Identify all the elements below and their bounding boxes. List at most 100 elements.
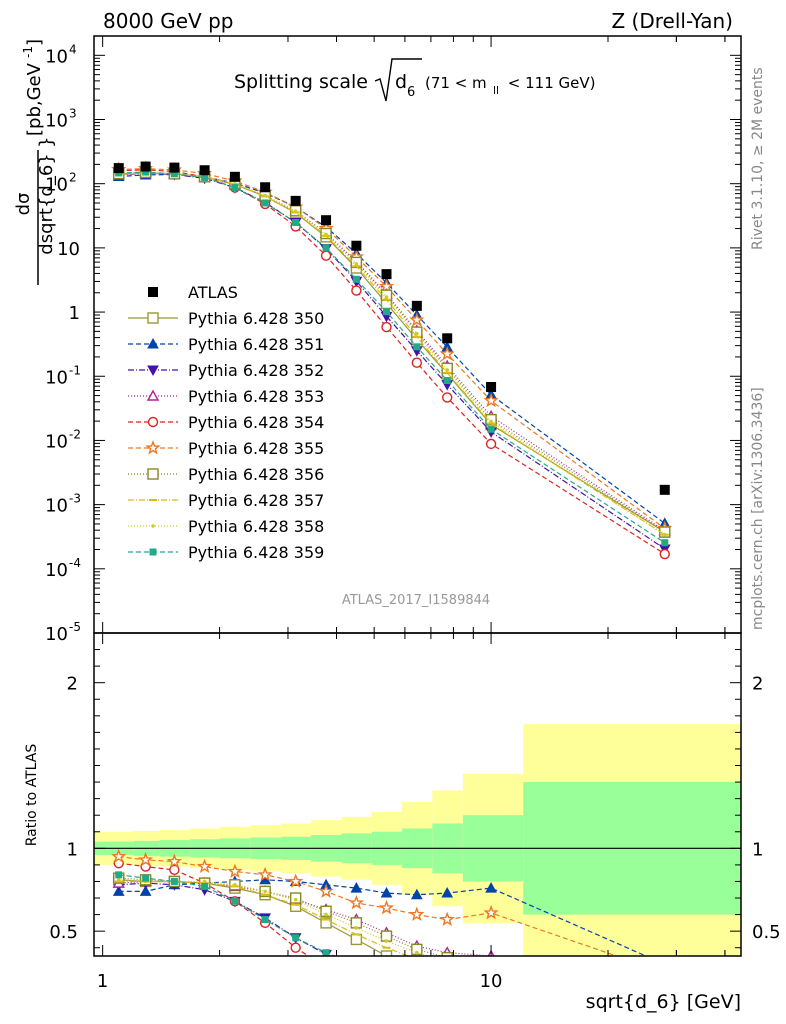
marker-square-open [147, 468, 159, 480]
marker-black-square [290, 195, 301, 206]
marker-square [231, 897, 239, 905]
marker-dot [384, 295, 389, 299]
marker-triangle-down [412, 977, 422, 986]
upper-ylabel-num: dσ [13, 193, 34, 216]
marker-square [414, 973, 420, 979]
marker-circle-open [352, 976, 361, 985]
upper-ylabel-unit-sup: -1 [21, 46, 35, 58]
marker-square [149, 548, 157, 556]
y-tick-label-upper-exp: -1 [69, 363, 81, 377]
marker-star-open [439, 911, 455, 926]
legend-label: Pythia 6.428 359 [188, 543, 324, 562]
legend-label: Pythia 6.428 357 [188, 491, 324, 510]
marker-square [170, 877, 178, 885]
marker-square-open [412, 959, 422, 969]
marker-black-square [169, 162, 180, 173]
marker-star-open [439, 346, 455, 361]
y-tick-label-upper: 10 [45, 431, 68, 452]
marker-square [413, 343, 421, 351]
marker-circle-open [320, 250, 332, 261]
y-tick-label-upper: 10 [45, 46, 68, 67]
marker-dot [263, 193, 267, 198]
y-tick-label-upper-exp: -4 [69, 556, 81, 570]
marker-circle-open [381, 321, 392, 333]
marker-star-open [318, 883, 334, 898]
legend-label: Pythia 6.428 351 [188, 335, 324, 354]
y-tick-label-upper-exp: 3 [69, 107, 77, 121]
marker-star-open [111, 848, 127, 864]
marker-star-open [288, 873, 304, 888]
y-tick-label-lower-right: 1 [752, 839, 763, 860]
marker-dot [445, 368, 450, 372]
marker-triangle-down [442, 979, 452, 988]
marker-circle-open [411, 357, 423, 368]
marker-triangle-up [112, 885, 125, 896]
marker-dot [489, 964, 493, 968]
marker-star-open [166, 853, 182, 869]
y-tick-label-upper: 10 [45, 624, 68, 645]
marker-square [292, 219, 300, 227]
marker-square [201, 882, 209, 890]
marker-square [444, 975, 450, 981]
lower-ylabel: Ratio to ATLAS [24, 744, 40, 847]
marker-dot [489, 419, 493, 424]
marker-square-open [320, 917, 332, 929]
marker-dot [445, 959, 449, 963]
legend-label: ATLAS [188, 283, 238, 302]
marker-triangle-down [382, 974, 392, 983]
marker-square [261, 199, 269, 207]
marker-triangle-up [660, 959, 670, 968]
marker-black-square [659, 484, 670, 495]
y-tick-label-upper-exp: 4 [69, 42, 77, 56]
marker-black-square [486, 382, 497, 393]
marker-square [322, 949, 330, 956]
marker-triangle-open [146, 389, 160, 401]
marker-star-open [145, 440, 161, 455]
marker-square [443, 377, 451, 385]
marker-black-square [199, 165, 210, 176]
marker-black-square [411, 300, 422, 311]
sqrt-sign [374, 58, 422, 102]
lower-panel-content [111, 848, 670, 988]
marker-dot [263, 889, 267, 894]
marker-dot [384, 939, 389, 943]
marker-dot [151, 524, 155, 528]
mcplots-label: mcplots.cern.ch [arXiv:1306.3436] [750, 387, 766, 630]
y-tick-label-upper-exp: -5 [69, 620, 81, 634]
marker-star-open [483, 392, 499, 408]
marker-square-open [380, 950, 393, 956]
marker-dot [293, 897, 298, 902]
marker-square [487, 425, 495, 433]
marker-triangle-open [660, 971, 670, 980]
legend-label: Pythia 6.428 355 [188, 439, 324, 458]
marker-dot [324, 912, 328, 917]
marker-square [292, 934, 300, 942]
plot-title-root-sub: 6 [407, 85, 415, 100]
marker-circle-open [351, 285, 362, 296]
marker-circle-open [442, 392, 453, 403]
marker-star-open [409, 906, 425, 922]
plot-title-root: d [395, 71, 407, 93]
marker-dot [415, 950, 419, 955]
marker-triangle-up [147, 337, 159, 349]
lower-panel-frame [93, 632, 742, 957]
y-tick-label-lower: 2 [67, 674, 78, 695]
marker-black-square [113, 163, 124, 174]
marker-square-open [441, 951, 453, 956]
marker-triangle-up [380, 887, 393, 898]
marker-dot [233, 882, 237, 887]
marker-black-square [442, 333, 453, 344]
x-tick-label: 1 [97, 971, 108, 992]
legend-label: Pythia 6.428 356 [188, 465, 324, 484]
marker-black-square [260, 182, 271, 193]
y-tick-label-upper: 10 [45, 175, 68, 196]
marker-star-open [409, 312, 425, 327]
marker-star-open [378, 900, 395, 915]
marker-triangle-up [410, 888, 423, 900]
legend-label: Pythia 6.428 353 [188, 387, 324, 406]
header-right: Z (Drell-Yan) [611, 9, 733, 33]
marker-triangle-down [351, 964, 361, 973]
marker-square-open [350, 933, 363, 946]
header-left: 8000 GeV pp [103, 9, 234, 33]
